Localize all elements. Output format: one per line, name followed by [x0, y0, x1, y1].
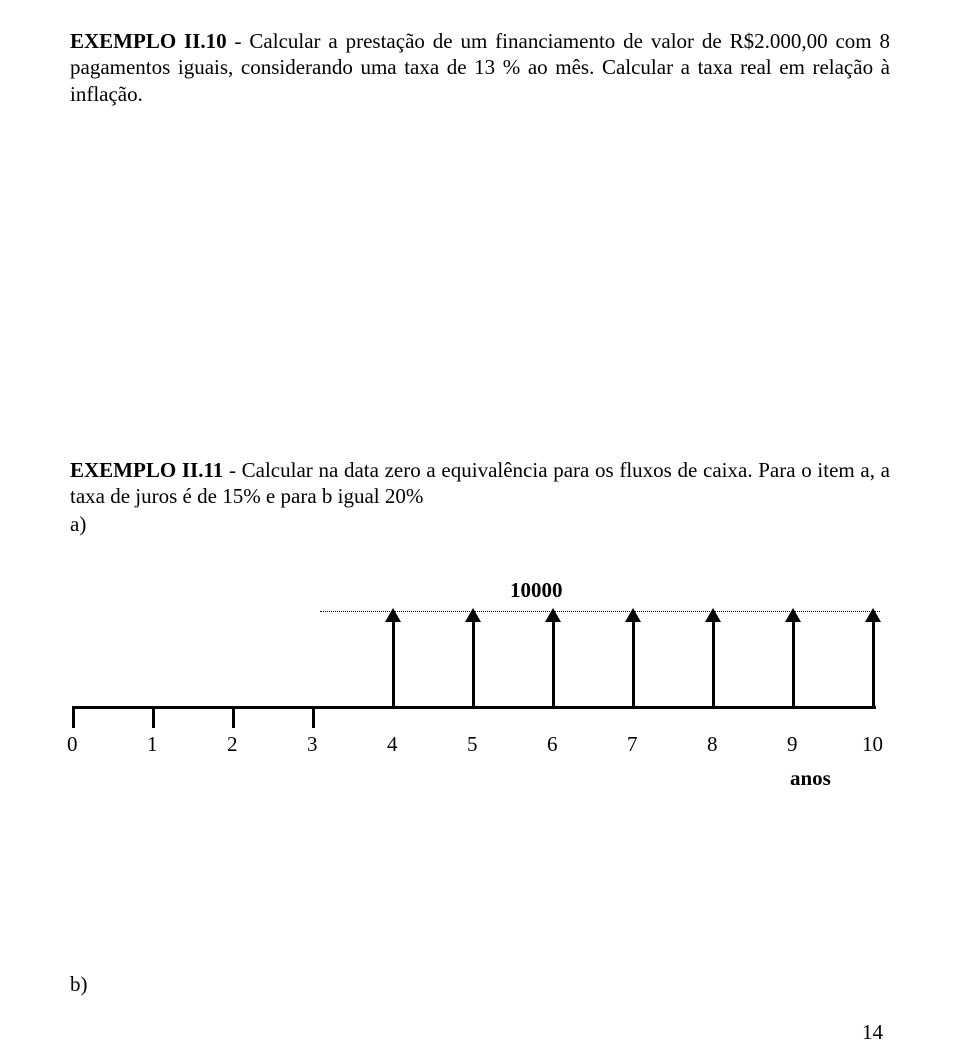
cashflow-arrow-shaft	[472, 622, 475, 706]
axis-tick-label: 8	[707, 732, 718, 757]
item-a-label: a)	[70, 511, 890, 537]
cashflow-arrow-head-icon	[785, 608, 801, 622]
axis-caption: anos	[790, 766, 831, 791]
axis-tick-label: 6	[547, 732, 558, 757]
axis-tick	[72, 706, 75, 728]
page-number: 14	[862, 1020, 883, 1045]
axis-tick-label: 4	[387, 732, 398, 757]
axis-tick-label: 0	[67, 732, 78, 757]
axis-tick-label: 7	[627, 732, 638, 757]
cashflow-baseline	[73, 706, 876, 709]
cashflow-arrow-head-icon	[625, 608, 641, 622]
cashflow-arrow-shaft	[632, 622, 635, 706]
cashflow-chart: 10000012345678910anos	[70, 556, 890, 756]
axis-tick-label: 5	[467, 732, 478, 757]
example-11-label: EXEMPLO II.11	[70, 458, 223, 482]
axis-tick	[312, 706, 315, 728]
axis-tick	[232, 706, 235, 728]
cashflow-arrow-head-icon	[465, 608, 481, 622]
cashflow-arrow-head-icon	[705, 608, 721, 622]
cashflow-arrow-shaft	[792, 622, 795, 706]
axis-tick-label: 1	[147, 732, 158, 757]
axis-tick-label: 3	[307, 732, 318, 757]
axis-tick-label: 9	[787, 732, 798, 757]
example-11-paragraph: EXEMPLO II.11 - Calcular na data zero a …	[70, 457, 890, 510]
cashflow-arrow-shaft	[872, 622, 875, 706]
axis-tick-label: 10	[862, 732, 883, 757]
example-10-paragraph: EXEMPLO II.10 - Calcular a prestação de …	[70, 28, 890, 107]
cashflow-arrow-head-icon	[385, 608, 401, 622]
axis-tick	[152, 706, 155, 728]
cashflow-arrow-head-icon	[545, 608, 561, 622]
cashflow-arrow-shaft	[552, 622, 555, 706]
item-b-label: b)	[70, 972, 88, 997]
cashflow-arrow-head-icon	[865, 608, 881, 622]
example-10-label: EXEMPLO II.10	[70, 29, 227, 53]
cashflow-arrow-shaft	[392, 622, 395, 706]
cashflow-arrow-shaft	[712, 622, 715, 706]
cashflow-value-label: 10000	[510, 578, 563, 603]
axis-tick-label: 2	[227, 732, 238, 757]
